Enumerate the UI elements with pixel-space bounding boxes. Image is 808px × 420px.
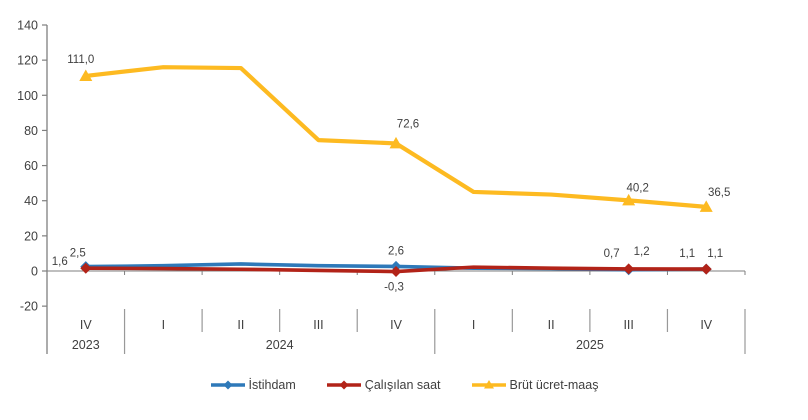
svg-text:II: II bbox=[237, 318, 244, 332]
svg-text:36,5: 36,5 bbox=[708, 187, 730, 199]
svg-text:2024: 2024 bbox=[266, 338, 294, 352]
svg-text:100: 100 bbox=[17, 89, 38, 103]
series-1 bbox=[80, 262, 712, 278]
svg-text:0,7: 0,7 bbox=[604, 248, 620, 260]
legend-item-brut-ucret-maas: Brüt ücret-maaş bbox=[471, 378, 599, 392]
svg-text:1,1: 1,1 bbox=[679, 248, 695, 260]
svg-text:I: I bbox=[472, 318, 475, 332]
brut-ucret-maas-line-icon bbox=[471, 380, 506, 389]
svg-text:111,0: 111,0 bbox=[67, 54, 94, 66]
calisilan-saat-line-icon bbox=[326, 380, 361, 390]
svg-text:IV: IV bbox=[80, 318, 92, 332]
svg-text:IV: IV bbox=[700, 318, 712, 332]
chart-legend: İstihdam Çalışılan saat Brüt ücret-maaş bbox=[0, 370, 808, 400]
svg-text:III: III bbox=[313, 318, 323, 332]
svg-text:140: 140 bbox=[17, 19, 38, 33]
svg-text:1,2: 1,2 bbox=[634, 246, 650, 258]
svg-text:III: III bbox=[623, 318, 633, 332]
legend-item-calisilan-saat: Çalışılan saat bbox=[326, 378, 441, 392]
svg-text:-0,3: -0,3 bbox=[384, 282, 404, 294]
svg-text:0: 0 bbox=[31, 265, 38, 279]
svg-text:2,5: 2,5 bbox=[70, 248, 86, 260]
svg-text:40,2: 40,2 bbox=[626, 182, 648, 194]
svg-text:72,6: 72,6 bbox=[397, 118, 419, 130]
svg-text:IV: IV bbox=[390, 318, 402, 332]
svg-text:II: II bbox=[548, 318, 555, 332]
svg-text:120: 120 bbox=[17, 54, 38, 68]
legend-item-istihdam: İstihdam bbox=[210, 378, 296, 392]
data-labels: 2,5 2,6 0,7 1,1 1,6 -0,3 1,2 1,1 111,0 72,6 40,2 36… bbox=[52, 54, 731, 294]
series-2 bbox=[79, 65, 713, 212]
svg-text:I: I bbox=[162, 318, 165, 332]
svg-text:2025: 2025 bbox=[576, 338, 604, 352]
svg-text:80: 80 bbox=[24, 124, 38, 138]
y-axis: 140 120 100 80 60 40 20 0 -20 bbox=[17, 19, 48, 354]
svg-text:1,6: 1,6 bbox=[52, 256, 68, 268]
svg-text:2023: 2023 bbox=[72, 338, 100, 352]
legend-label-istihdam: İstihdam bbox=[248, 378, 296, 392]
svg-text:2,6: 2,6 bbox=[388, 245, 404, 257]
svg-text:20: 20 bbox=[24, 229, 38, 243]
istihdam-line-icon bbox=[210, 380, 245, 390]
svg-text:1,1: 1,1 bbox=[707, 248, 723, 260]
svg-text:40: 40 bbox=[24, 194, 38, 208]
legend-label-calisilan-saat: Çalışılan saat bbox=[364, 378, 441, 392]
svg-text:-20: -20 bbox=[20, 300, 38, 314]
legend-label-brut-ucret-maas: Brüt ücret-maaş bbox=[509, 378, 599, 392]
svg-text:60: 60 bbox=[24, 159, 38, 173]
